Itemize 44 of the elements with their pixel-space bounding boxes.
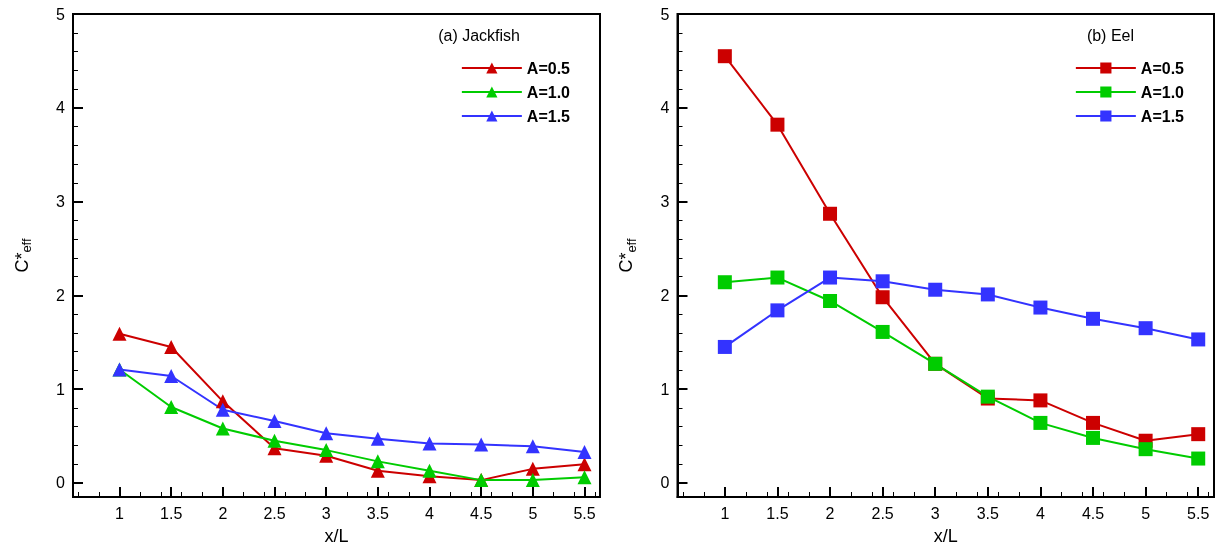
x-tick-label: 5 <box>528 504 538 522</box>
x-tick-label: 3.5 <box>976 504 1000 522</box>
y-tick-label: 4 <box>660 99 670 117</box>
y-tick-label: 5 <box>660 5 670 23</box>
x-tick-label: 3 <box>321 504 331 522</box>
x-axis-title: x/L <box>933 526 958 546</box>
y-axis-title: C*eff <box>11 238 34 273</box>
x-tick-label: 5 <box>1141 504 1151 522</box>
x-tick-label: 3.5 <box>366 504 390 522</box>
x-axis-title: x/L <box>324 526 349 546</box>
y-tick-label: 2 <box>660 286 670 304</box>
legend-label: A=1.5 <box>526 107 571 125</box>
y-tick-label: 1 <box>56 380 66 398</box>
y-tick-label: 0 <box>56 474 66 492</box>
y-tick-label: 5 <box>56 5 66 23</box>
x-tick-label: 2 <box>825 504 835 522</box>
x-tick-label: 5.5 <box>573 504 596 522</box>
legend-label: A=0.5 <box>526 59 571 77</box>
text: (b) Eel <box>1086 26 1134 44</box>
y-tick-label: 1 <box>660 380 670 398</box>
legend-label: A=1.5 <box>1140 107 1185 125</box>
x-tick-label: 2.5 <box>871 504 894 522</box>
y-tick-label: 0 <box>660 474 670 492</box>
x-tick-label: 4 <box>1035 504 1045 522</box>
x-tick-label: 5.5 <box>1187 504 1210 522</box>
x-tick-label: 2.5 <box>263 504 286 522</box>
x-tick-label: 1.5 <box>766 504 789 522</box>
x-tick-label: 1.5 <box>160 504 183 522</box>
y-tick-label: 4 <box>56 99 66 117</box>
legend-label: A=1.0 <box>526 83 571 101</box>
x-tick-label: 3 <box>930 504 940 522</box>
y-tick-label: 3 <box>660 193 670 211</box>
x-tick-label: 1 <box>115 504 125 522</box>
y-tick-label: 2 <box>56 286 66 304</box>
legend-label: A=1.0 <box>1140 83 1185 101</box>
y-tick-label: 3 <box>56 193 66 211</box>
x-tick-label: 2 <box>218 504 228 522</box>
text: (a) Jackfish <box>438 26 520 44</box>
legend-label: A=0.5 <box>1140 59 1185 77</box>
x-tick-label: 4.5 <box>470 504 493 522</box>
x-tick-label: 1 <box>720 504 730 522</box>
x-tick-label: 4 <box>425 504 435 522</box>
y-axis-title: C*eff <box>616 238 639 273</box>
x-tick-label: 4.5 <box>1081 504 1105 522</box>
